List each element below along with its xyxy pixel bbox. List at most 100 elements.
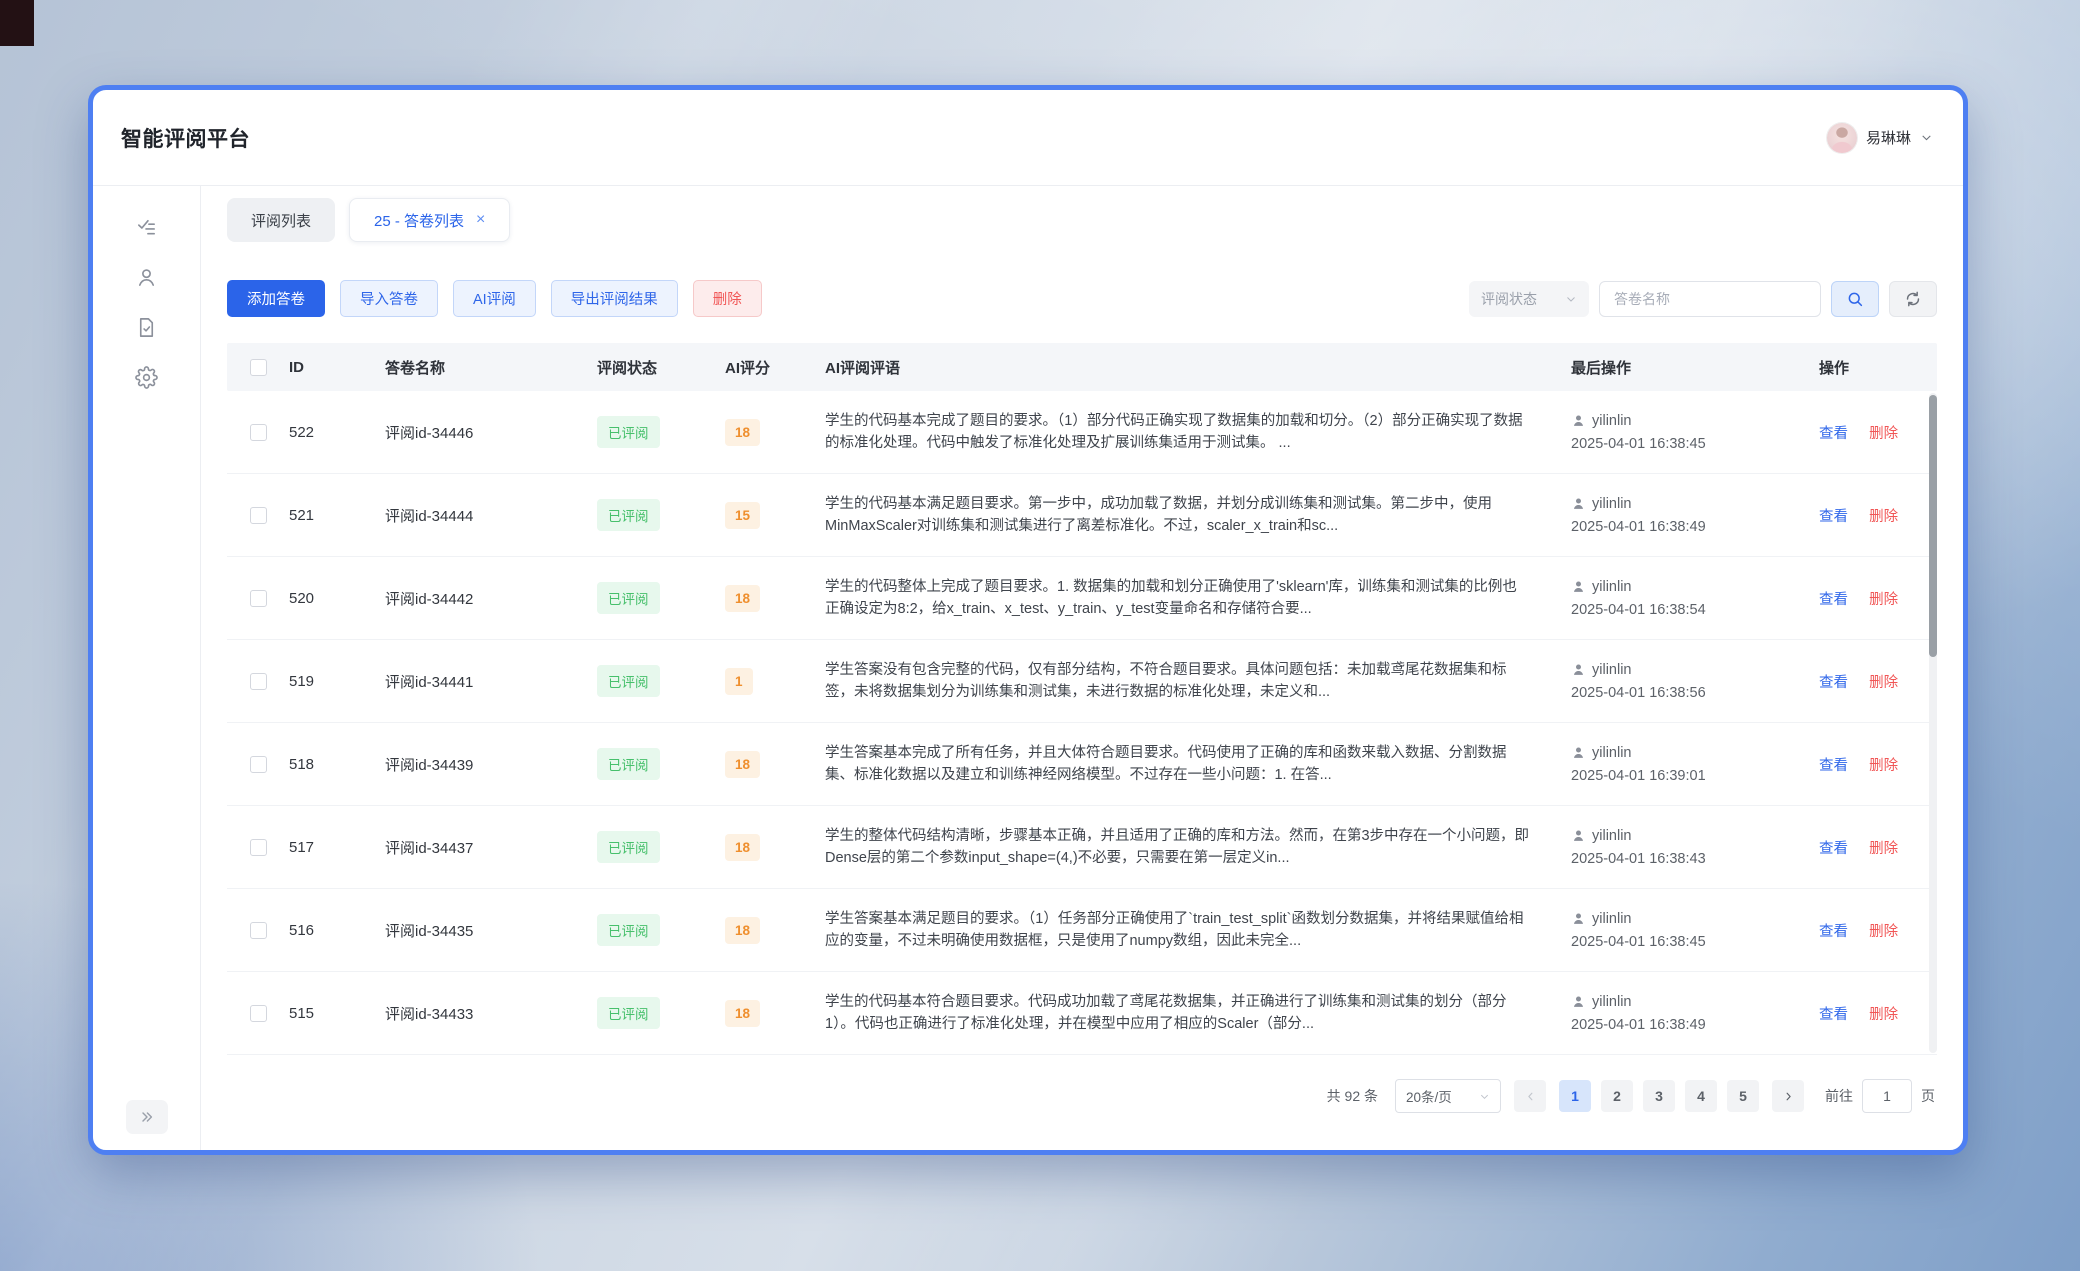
user-menu[interactable]: 易琳琳	[1826, 122, 1933, 153]
delete-link[interactable]: 删除	[1869, 674, 1899, 691]
page-button-5[interactable]: 5	[1727, 1080, 1759, 1112]
row-checkbox[interactable]	[249, 921, 267, 939]
row-id: 515	[289, 1004, 315, 1022]
delete-link[interactable]: 删除	[1869, 1006, 1899, 1023]
row-checkbox[interactable]	[249, 672, 267, 690]
operation-time: 2025-04-01 16:38:43	[1571, 850, 1706, 867]
view-link[interactable]: 查看	[1819, 508, 1848, 525]
delete-link[interactable]: 删除	[1869, 923, 1899, 940]
pagination-total: 共 92 条	[1326, 1088, 1378, 1104]
view-link[interactable]: 查看	[1819, 591, 1848, 608]
goto-label: 前往	[1825, 1088, 1853, 1104]
app-window: 智能评阅平台 易琳琳	[88, 85, 1968, 1155]
page-size-select[interactable]: 20条/页	[1395, 1079, 1501, 1113]
table-row: 520 评阅id-34442 已评阅 18 学生的代码整体上完成了题目要求。1.…	[227, 557, 1937, 640]
view-link[interactable]: 查看	[1819, 674, 1848, 691]
page-button-4[interactable]: 4	[1685, 1080, 1717, 1112]
sidebar-expand-button[interactable]	[125, 1100, 168, 1134]
row-id: 516	[289, 921, 315, 939]
toolbar: 添加答卷 导入答卷 AI评阅 导出评阅结果 删除 评阅状态	[227, 280, 1937, 317]
goto-page-input[interactable]	[1862, 1079, 1912, 1113]
review-status-badge: 已评阅	[597, 997, 660, 1029]
column-header-last-op: 最后操作	[1571, 359, 1632, 377]
row-checkbox[interactable]	[249, 506, 267, 524]
delete-link[interactable]: 删除	[1869, 591, 1899, 608]
row-answer-name: 评阅id-34437	[385, 839, 474, 857]
add-answer-button[interactable]: 添加答卷	[227, 280, 325, 317]
ai-score-badge: 1	[725, 667, 753, 695]
table-scrollbar-track[interactable]	[1929, 393, 1937, 1053]
chevron-left-icon	[1527, 1092, 1532, 1100]
operator-name: yilinlin	[1592, 661, 1632, 678]
next-page-button[interactable]	[1772, 1080, 1804, 1112]
tab-answer-list[interactable]: 25 - 答卷列表 ×	[349, 198, 511, 242]
review-status-badge: 已评阅	[597, 499, 660, 531]
column-header-name: 答卷名称	[385, 359, 446, 377]
page-size-value: 20条/页	[1406, 1090, 1452, 1105]
table-scrollbar-thumb[interactable]	[1929, 395, 1937, 657]
view-link[interactable]: 查看	[1819, 757, 1848, 774]
operator-name: yilinlin	[1592, 578, 1632, 595]
delete-link[interactable]: 删除	[1869, 840, 1899, 857]
ai-review-button[interactable]: AI评阅	[453, 280, 536, 317]
column-header-comment: AI评阅评语	[825, 359, 901, 377]
last-operation-cell: yilinlin 2025-04-01 16:38:49	[1571, 994, 1819, 1033]
operator-name: yilinlin	[1592, 993, 1632, 1010]
page-button-1[interactable]: 1	[1559, 1080, 1591, 1112]
page-button-2[interactable]: 2	[1601, 1080, 1633, 1112]
ai-score-badge: 18	[725, 584, 761, 612]
refresh-button[interactable]	[1889, 280, 1937, 317]
screen-corner-artifact	[0, 0, 34, 46]
page-button-3[interactable]: 3	[1643, 1080, 1675, 1112]
review-status-select[interactable]: 评阅状态	[1469, 280, 1589, 317]
search-button[interactable]	[1831, 280, 1879, 317]
operation-time: 2025-04-01 16:38:49	[1571, 1016, 1706, 1033]
row-checkbox[interactable]	[249, 1004, 267, 1022]
view-link[interactable]: 查看	[1819, 1006, 1848, 1023]
ai-comment-text: 学生的代码基本满足题目要求。第一步中，成功加载了数据，并划分成训练集和测试集。第…	[825, 495, 1492, 534]
user-icon	[138, 268, 155, 286]
sidebar-item-users[interactable]	[123, 252, 171, 302]
view-link[interactable]: 查看	[1819, 425, 1848, 442]
row-id: 522	[289, 423, 315, 441]
tab-review-list[interactable]: 评阅列表	[227, 198, 336, 242]
sidebar-item-settings[interactable]	[123, 352, 171, 402]
operation-time: 2025-04-01 16:38:45	[1571, 435, 1706, 452]
prev-page-button[interactable]	[1514, 1080, 1546, 1112]
double-chevron-right-icon	[141, 1112, 152, 1122]
row-checkbox[interactable]	[249, 838, 267, 856]
operator-name: yilinlin	[1592, 827, 1632, 844]
operator-name: yilinlin	[1592, 495, 1632, 512]
row-answer-name: 评阅id-34444	[385, 507, 474, 525]
last-operation-cell: yilinlin 2025-04-01 16:38:45	[1571, 413, 1819, 452]
ai-score-badge: 18	[725, 418, 761, 446]
select-all-checkbox[interactable]	[249, 358, 267, 376]
export-results-button[interactable]: 导出评阅结果	[550, 280, 678, 317]
sidebar-item-review-list[interactable]	[123, 202, 171, 252]
ai-score-badge: 15	[725, 501, 761, 529]
import-answer-button[interactable]: 导入答卷	[340, 280, 438, 317]
delete-button[interactable]: 删除	[692, 280, 762, 317]
row-id: 521	[289, 506, 315, 524]
row-checkbox[interactable]	[249, 755, 267, 773]
sidebar-item-documents[interactable]	[123, 302, 171, 352]
tab-close-icon[interactable]: ×	[476, 211, 486, 228]
operation-time: 2025-04-01 16:38:56	[1571, 684, 1706, 701]
last-operation-cell: yilinlin 2025-04-01 16:38:43	[1571, 828, 1819, 867]
table-row: 519 评阅id-34441 已评阅 1 学生答案没有包含完整的代码，仅有部分结…	[227, 640, 1937, 723]
answer-name-input[interactable]	[1599, 280, 1821, 317]
view-link[interactable]: 查看	[1819, 923, 1848, 940]
review-status-badge: 已评阅	[597, 665, 660, 697]
row-checkbox[interactable]	[249, 589, 267, 607]
row-answer-name: 评阅id-34433	[385, 1005, 474, 1023]
delete-link[interactable]: 删除	[1869, 757, 1899, 774]
view-link[interactable]: 查看	[1819, 840, 1848, 857]
delete-link[interactable]: 删除	[1869, 508, 1899, 525]
tab-label: 25 - 答卷列表	[374, 212, 465, 230]
avatar	[1826, 122, 1857, 153]
page-unit-label: 页	[1921, 1088, 1935, 1104]
chevron-down-icon	[1922, 135, 1931, 141]
row-checkbox[interactable]	[249, 423, 267, 441]
delete-link[interactable]: 删除	[1869, 425, 1899, 442]
